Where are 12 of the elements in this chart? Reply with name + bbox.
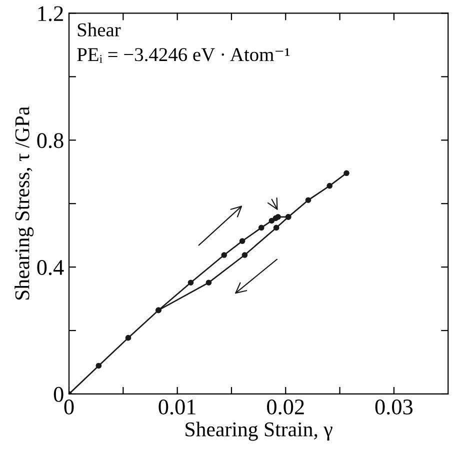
annotation: Shear — [78, 22, 121, 36]
x-tick-label: 0 — [64, 399, 74, 414]
y-axis-title: Shearing Stress, τ /GPa — [14, 106, 34, 300]
y-tick-label: 0 — [54, 386, 64, 402]
y-tick-label: 1.2 — [38, 6, 63, 22]
x-axis-title: Shearing Strain, γ — [186, 422, 332, 441]
x-tick-label: 0.03 — [375, 399, 413, 415]
y-tick-label: 0.4 — [37, 260, 64, 276]
x-tick-label: 0.02 — [267, 399, 304, 415]
annotation: PEᵢ = −3.4246 eV · Atom⁻¹ — [77, 48, 290, 63]
x-tick-label: 0.01 — [158, 399, 196, 415]
y-tick-label: 0.8 — [37, 133, 64, 148]
